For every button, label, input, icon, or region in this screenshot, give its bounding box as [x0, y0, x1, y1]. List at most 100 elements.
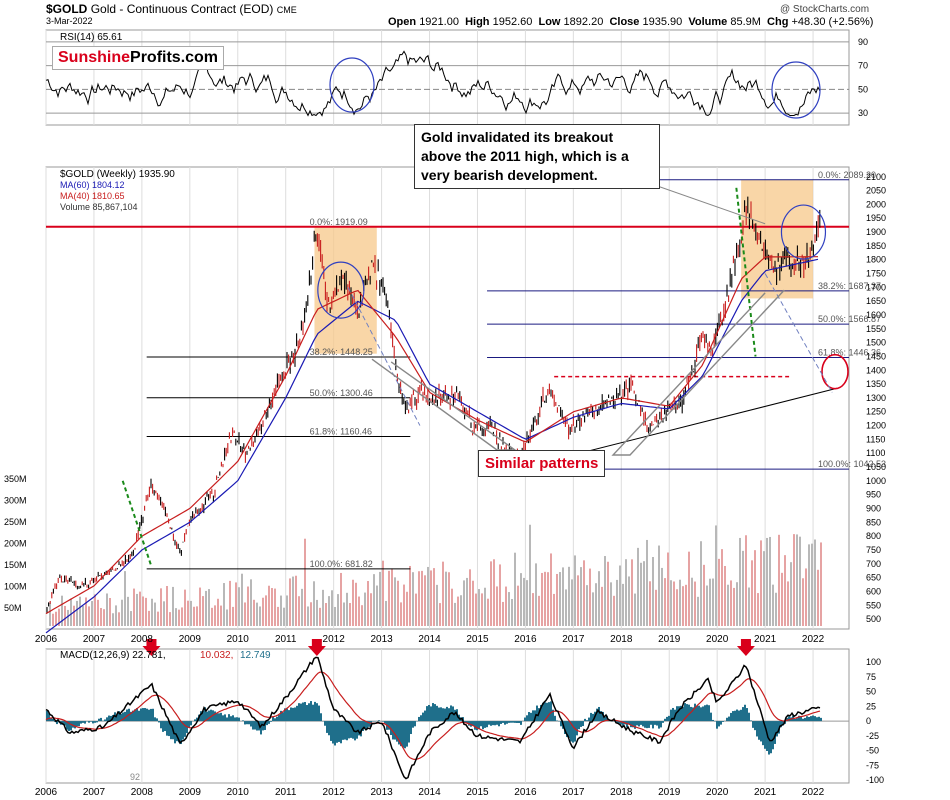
macd-histogram-bar — [324, 721, 326, 726]
volume-bar — [556, 573, 558, 626]
dashed-trend-2021 — [764, 273, 833, 393]
volume-bar — [604, 556, 606, 626]
macd-histogram-bar — [96, 721, 98, 723]
volume-bar — [451, 588, 453, 626]
rsi-tick-label: 70 — [858, 61, 868, 71]
macd-histogram-bar — [816, 717, 818, 722]
macd-histogram-bar — [642, 721, 644, 727]
macd-histogram-bar — [794, 718, 796, 722]
macd-histogram-bar — [266, 721, 268, 726]
price-tick-label: 1800 — [866, 255, 886, 265]
macd-histogram-bar — [578, 721, 580, 730]
macd-histogram-bar — [176, 721, 178, 742]
volume-bar — [382, 560, 384, 626]
volume-bar — [721, 549, 723, 626]
macd-histogram-bar — [364, 721, 366, 729]
instrument-name: Gold - Continuous Contract (EOD) — [90, 2, 274, 16]
macd-histogram-bar — [572, 721, 574, 743]
rsi-circle-2012 — [329, 57, 375, 113]
volume-bar — [196, 606, 198, 626]
price-tick-label: 950 — [866, 490, 881, 500]
volume-bar — [778, 534, 780, 626]
macd-histogram-bar — [280, 710, 282, 722]
macd-histogram-bar — [618, 721, 620, 724]
high-value: 1952.60 — [492, 16, 533, 28]
volume-bar — [82, 605, 84, 626]
macd-histogram-bar — [350, 721, 352, 738]
macd-histogram-bar — [438, 707, 440, 722]
volume-bar — [52, 613, 54, 626]
volume-bar — [160, 588, 162, 626]
volume-bar — [343, 602, 345, 626]
volume-bar — [184, 589, 186, 626]
macd-histogram-bar — [806, 716, 808, 722]
fib-right-label: 0.0%: 2089.20 — [818, 170, 876, 180]
macd-histogram-bar — [218, 713, 220, 722]
macd-histogram-bar — [692, 707, 694, 722]
volume-bar — [208, 589, 210, 626]
macd-histogram-bar — [530, 712, 532, 722]
price-tick-label: 1450 — [866, 351, 886, 361]
volume-bar — [550, 553, 552, 626]
macd-histogram-bar — [402, 721, 404, 748]
x-tick-label: 2011 — [275, 634, 297, 645]
volume-bar — [100, 607, 102, 626]
macd-histogram-bar — [580, 721, 582, 727]
macd-histogram-bar — [320, 713, 322, 722]
volume-bar — [490, 561, 492, 626]
volume-bar — [397, 580, 399, 626]
macd-histogram-bar — [686, 704, 688, 722]
ma60-line — [45, 258, 819, 634]
macd-x-tick-label: 2013 — [370, 787, 393, 798]
volume-bar — [745, 535, 747, 626]
macd-histogram-bar — [396, 721, 398, 742]
price-tick-label: 1100 — [866, 448, 885, 458]
macd-histogram-bar — [296, 705, 298, 722]
volume-bar — [190, 600, 192, 626]
macd-histogram-bar — [734, 710, 736, 722]
macd-histogram-bar — [660, 721, 662, 728]
macd-histogram-bar — [256, 721, 258, 731]
macd-histogram-bar — [356, 721, 358, 739]
macd-histogram-bar — [672, 707, 674, 722]
macd-histogram-bar — [310, 701, 312, 722]
macd-histogram-bar — [140, 708, 142, 722]
macd-histogram-bar — [770, 721, 772, 754]
volume-bar — [250, 579, 252, 626]
macd-histogram-bar — [554, 715, 556, 722]
price-tick-label: 1300 — [866, 393, 886, 403]
volume-bar — [433, 568, 435, 626]
volume-bar — [448, 572, 450, 626]
macd-x-tick-label: 2014 — [418, 787, 441, 798]
macd-histogram-bar — [756, 721, 758, 737]
macd-histogram-bar — [278, 714, 280, 722]
volume-bar — [130, 611, 132, 626]
macd-x-tick-label: 2016 — [514, 787, 537, 798]
macd-histogram-bar — [118, 711, 120, 722]
macd-histogram-bar — [230, 716, 232, 722]
volume-bar — [349, 603, 351, 626]
exchange: CME — [276, 5, 297, 15]
price-circle-2022 — [780, 204, 827, 260]
volume-bar — [601, 586, 603, 626]
macd-histogram-bar — [326, 721, 328, 733]
volume-bar — [169, 612, 171, 626]
macd-histogram-bar — [440, 707, 442, 722]
volume-bar — [508, 592, 510, 626]
macd-histogram-bar — [570, 721, 572, 742]
macd-histogram-bar — [780, 721, 782, 728]
volume-bar — [193, 606, 195, 626]
red-down-arrow-icon — [736, 639, 755, 656]
macd-histogram-bar — [586, 720, 588, 722]
macd-histogram-bar — [528, 712, 530, 722]
macd-histogram-bar — [430, 706, 432, 722]
macd-histogram-bar — [564, 721, 566, 735]
macd-histogram-bar — [344, 721, 346, 740]
macd-histogram-bar — [544, 702, 546, 722]
volume-bar — [475, 593, 477, 626]
volume-bar — [394, 577, 396, 626]
x-tick-label: 2019 — [658, 634, 681, 645]
macd-x-tick-label: 2006 — [35, 787, 58, 798]
macd-histogram-bar — [486, 721, 488, 728]
macd-histogram-bar — [342, 721, 344, 740]
